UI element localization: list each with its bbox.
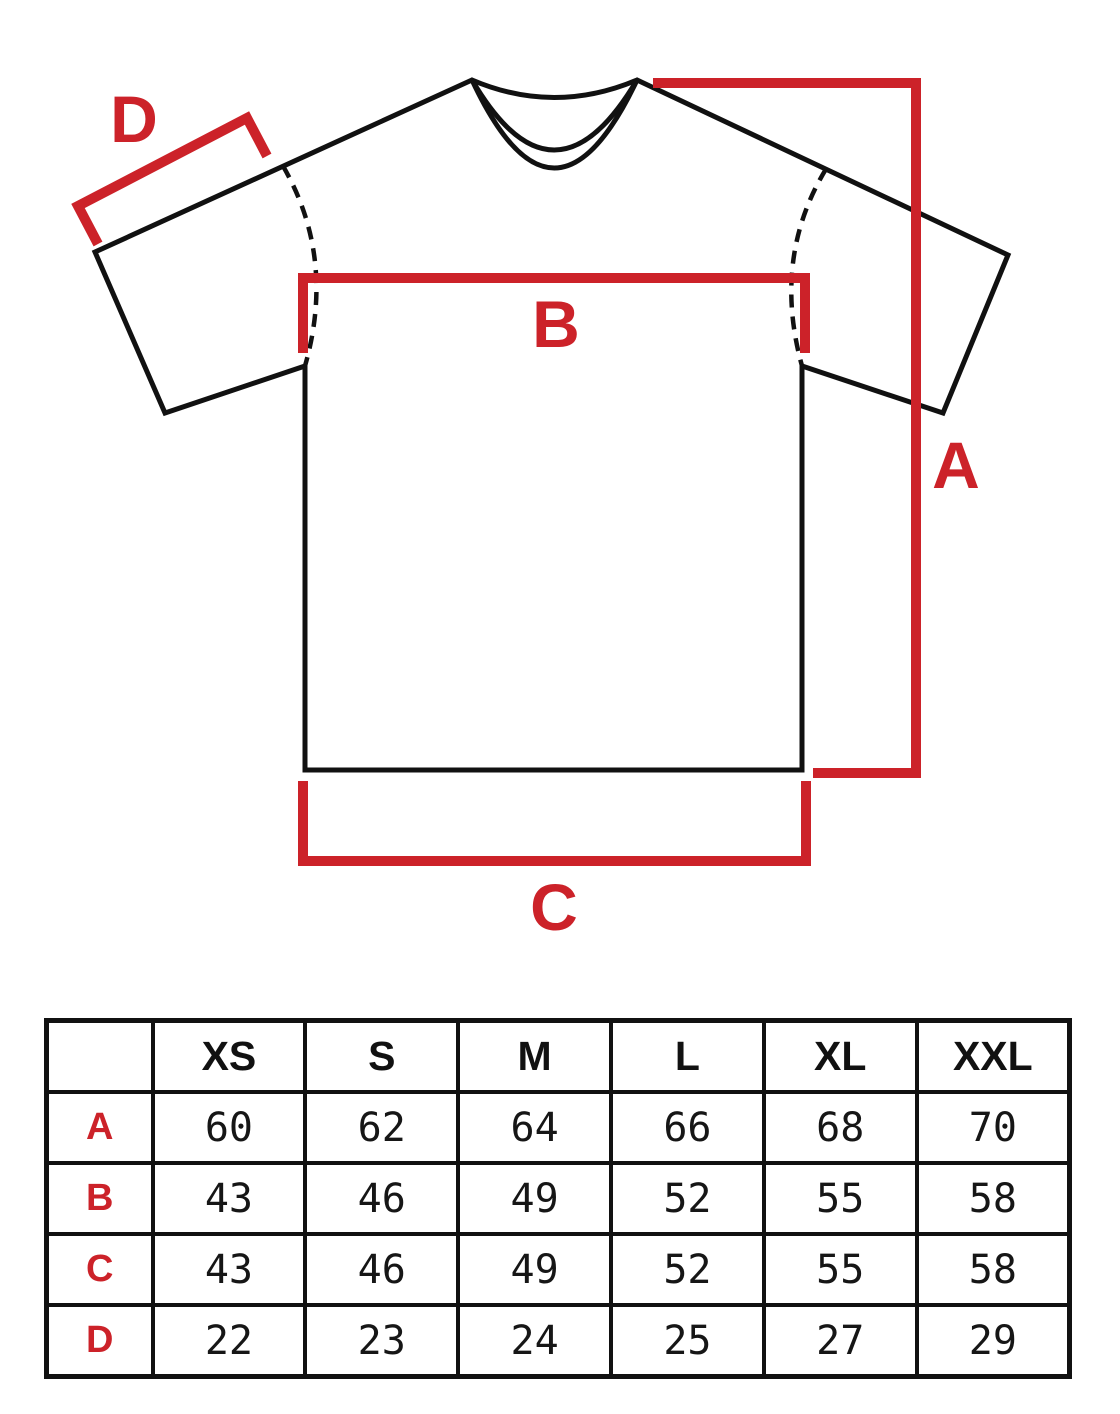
- cell-d-m: 24: [456, 1303, 613, 1379]
- tshirt-linework: [91, 77, 1012, 773]
- cell-c-s: 46: [303, 1232, 461, 1307]
- measure-bracket-c: [298, 781, 811, 866]
- table-row-a: A 60 62 64 66 68 70: [44, 1090, 1072, 1165]
- row-label-a: A: [44, 1090, 155, 1165]
- collar-band-outer-arc: [469, 78, 640, 171]
- size-table-header-row: XS S M L XL XXL: [44, 1018, 1072, 1094]
- size-col-xl: XL: [761, 1018, 919, 1094]
- size-col-xxl: XXL: [914, 1018, 1072, 1094]
- measurement-brackets: [71, 78, 921, 866]
- cell-b-xs: 43: [150, 1161, 308, 1236]
- row-label-d: D: [44, 1303, 155, 1379]
- table-row-b: B 43 46 49 52 55 58: [44, 1161, 1072, 1236]
- measure-bracket-b: [298, 273, 810, 353]
- tshirt-outline: [91, 77, 1012, 773]
- cell-a-xl: 68: [761, 1090, 919, 1165]
- size-col-m: M: [456, 1018, 613, 1094]
- cell-b-l: 52: [608, 1161, 766, 1236]
- measure-bracket-a: [653, 78, 921, 778]
- tshirt-measurement-diagram: D B A C: [71, 77, 1012, 944]
- measure-label-c: C: [530, 870, 578, 944]
- measure-label-b: B: [532, 287, 580, 361]
- cell-a-l: 66: [608, 1090, 766, 1165]
- cell-d-xxl: 29: [914, 1303, 1072, 1379]
- armhole-seam-left-dashed: [281, 164, 319, 367]
- cell-d-l: 25: [608, 1303, 766, 1379]
- cell-d-xl: 27: [761, 1303, 919, 1379]
- table-row-d: D 22 23 24 25 27 29: [44, 1303, 1072, 1379]
- table-row-c: C 43 46 49 52 55 58: [44, 1232, 1072, 1307]
- measure-label-a: A: [932, 428, 980, 502]
- cell-a-m: 64: [456, 1090, 613, 1165]
- collar-band-inner-arc: [469, 78, 640, 153]
- cell-d-xs: 22: [150, 1303, 308, 1379]
- size-table-container: XS S M L XL XXL A 60 62 64 66 68 70 B 43…: [44, 1018, 1072, 1379]
- cell-b-xl: 55: [761, 1161, 919, 1236]
- cell-b-m: 49: [456, 1161, 613, 1236]
- cell-c-xl: 55: [761, 1232, 919, 1307]
- row-label-c: C: [44, 1232, 155, 1307]
- cell-b-xxl: 58: [914, 1161, 1072, 1236]
- size-col-s: S: [303, 1018, 461, 1094]
- size-table: XS S M L XL XXL A 60 62 64 66 68 70 B 43…: [44, 1018, 1072, 1379]
- cell-a-xxl: 70: [914, 1090, 1072, 1165]
- measure-label-d: D: [110, 82, 158, 156]
- cell-a-xs: 60: [150, 1090, 308, 1165]
- size-col-l: L: [608, 1018, 766, 1094]
- corner-cell: [44, 1018, 155, 1094]
- armhole-seam-right-dashed: [789, 167, 828, 367]
- cell-c-xs: 43: [150, 1232, 308, 1307]
- cell-a-s: 62: [303, 1090, 461, 1165]
- cell-d-s: 23: [303, 1303, 461, 1379]
- measurement-labels: D B A C: [110, 82, 980, 944]
- cell-c-m: 49: [456, 1232, 613, 1307]
- row-label-b: B: [44, 1161, 155, 1236]
- measure-bracket-d: [71, 111, 272, 247]
- cell-c-l: 52: [608, 1232, 766, 1307]
- cell-c-xxl: 58: [914, 1232, 1072, 1307]
- size-col-xs: XS: [150, 1018, 308, 1094]
- cell-b-s: 46: [303, 1161, 461, 1236]
